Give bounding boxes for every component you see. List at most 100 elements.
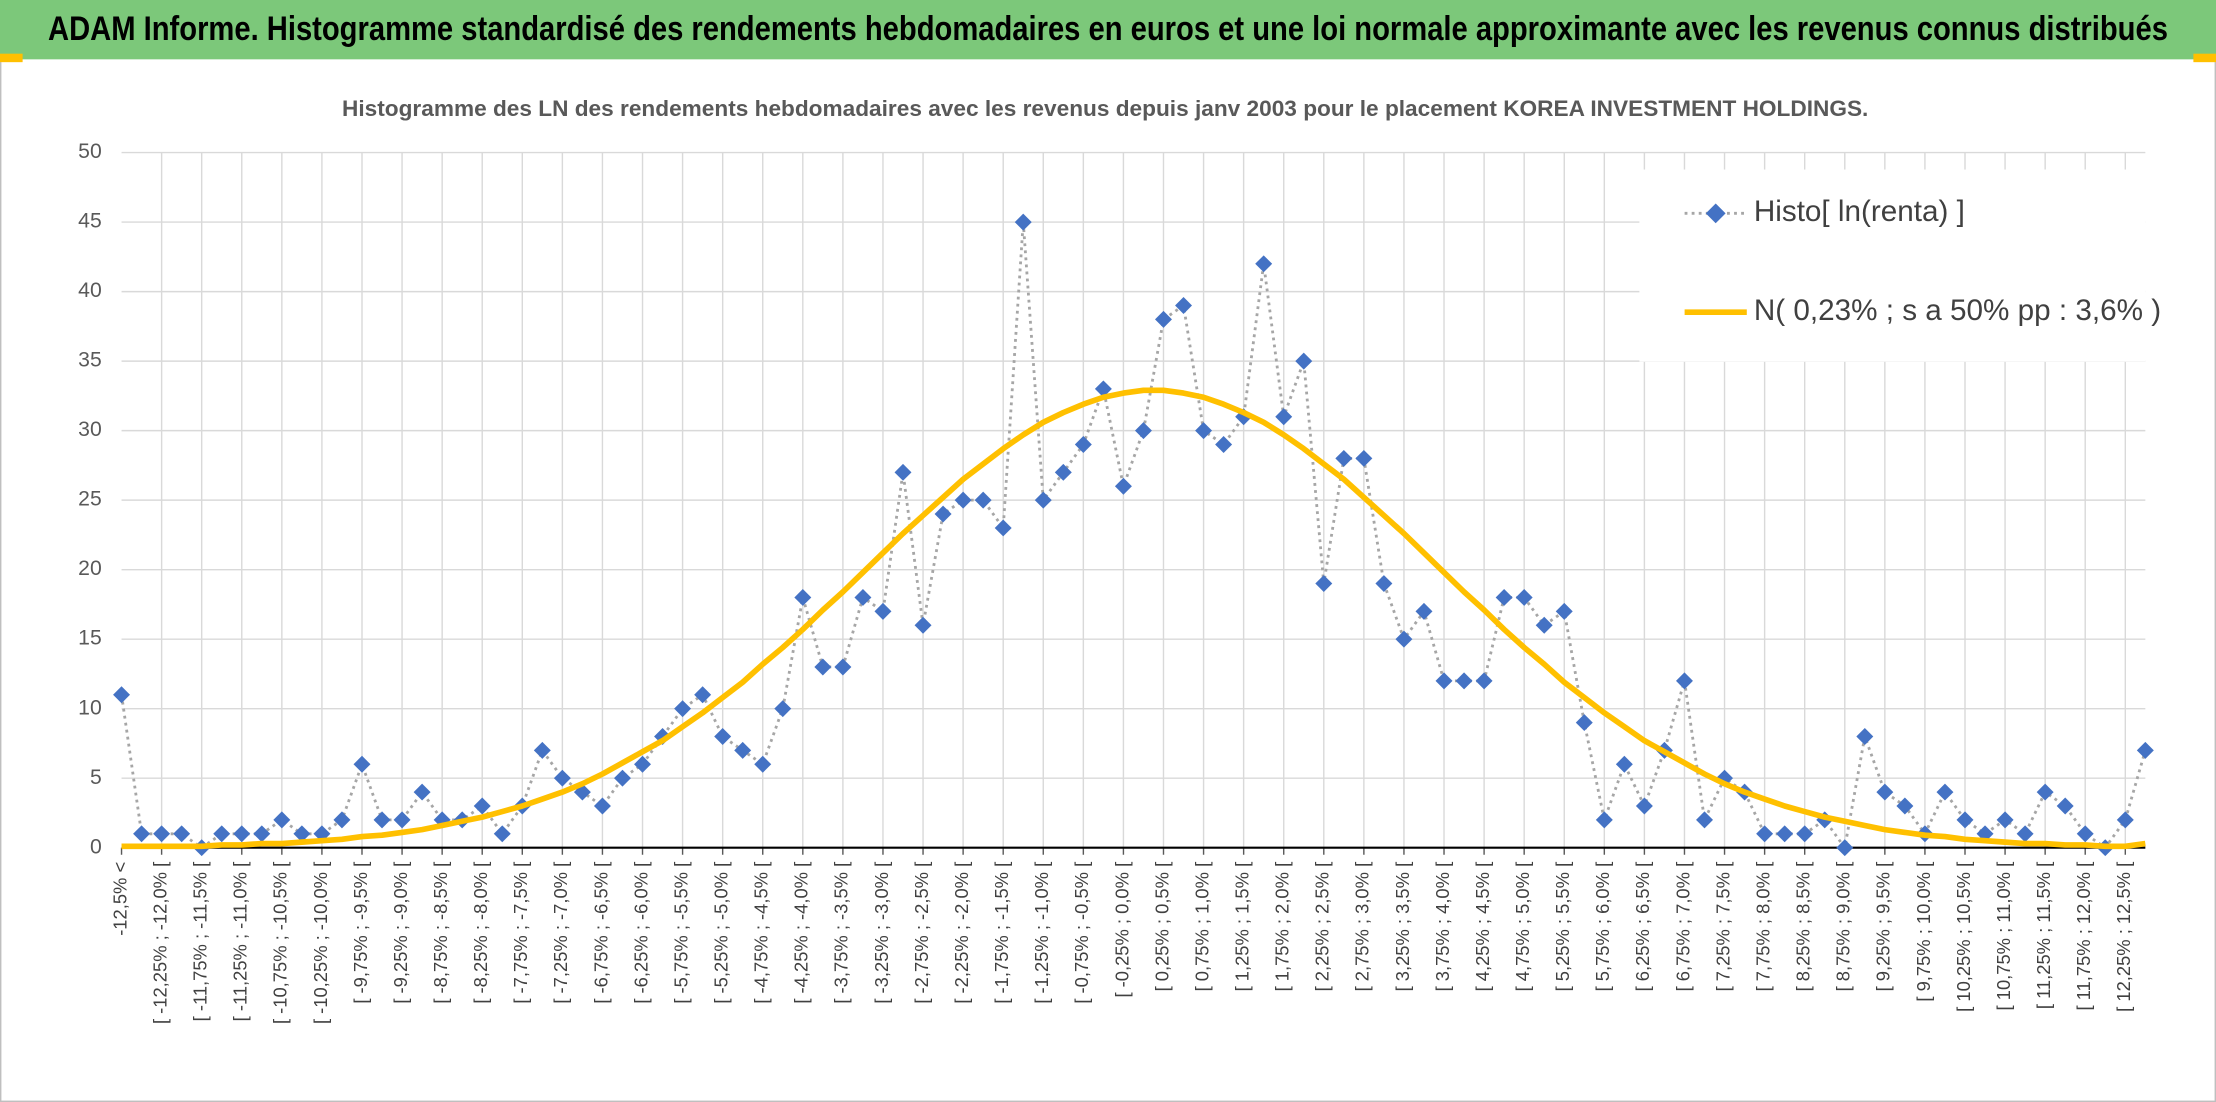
x-tick-label: [ -4,25% ; -4,0% [ bbox=[791, 862, 812, 1004]
data-point bbox=[393, 811, 411, 829]
x-tick-label: [ 12,25% ; 12,5% [ bbox=[2113, 862, 2134, 1012]
data-point bbox=[593, 797, 611, 815]
x-tick-label: [ -5,75% ; -5,5% [ bbox=[670, 862, 691, 1004]
legend-marker bbox=[1705, 203, 1726, 224]
x-tick-label: -12,5% < bbox=[109, 862, 130, 936]
data-point bbox=[1114, 477, 1132, 495]
x-tick-label: [ 1,75% ; 2,0% [ bbox=[1272, 862, 1293, 992]
data-point bbox=[1555, 602, 1573, 620]
data-point bbox=[1635, 797, 1653, 815]
data-point bbox=[233, 825, 251, 843]
y-tick-label: 0 bbox=[90, 835, 102, 858]
legend-label: Histo[ ln(renta) ] bbox=[1754, 195, 1965, 228]
data-point bbox=[674, 700, 692, 718]
data-point bbox=[1034, 491, 1052, 509]
y-tick-label: 20 bbox=[78, 557, 102, 580]
data-point bbox=[1535, 616, 1553, 634]
data-point bbox=[994, 519, 1012, 537]
series-line bbox=[121, 387, 2146, 850]
x-tick-label: [ 8,25% ; 8,5% [ bbox=[1793, 862, 1814, 992]
x-tick-label: [ -6,75% ; -6,5% [ bbox=[590, 862, 611, 1004]
data-point bbox=[874, 602, 892, 620]
data-point bbox=[1675, 672, 1693, 690]
x-tick-label: [ 11,25% ; 11,5% [ bbox=[2033, 862, 2054, 1009]
data-point bbox=[1215, 436, 1233, 454]
y-tick-label: 45 bbox=[78, 210, 102, 233]
corner bbox=[2193, 53, 2216, 63]
data-point bbox=[834, 658, 852, 676]
x-tick-label: [ -0,75% ; -0,5% [ bbox=[1071, 862, 1092, 1004]
data-point bbox=[794, 588, 812, 606]
y-tick-label: 30 bbox=[78, 418, 102, 441]
x-tick-label: [ 10,75% ; 11,0% [ bbox=[1993, 862, 2014, 1011]
x-tick-label: [ 0,75% ; 1,0% [ bbox=[1191, 862, 1212, 992]
x-tick-label: [ 1,25% ; 1,5% [ bbox=[1231, 862, 1252, 992]
data-point bbox=[1074, 436, 1092, 454]
x-tick-label: [ -6,25% ; -6,0% [ bbox=[630, 862, 651, 1004]
data-point bbox=[854, 588, 872, 606]
x-tick-label: [ -3,75% ; -3,5% [ bbox=[831, 862, 852, 1004]
data-point bbox=[1134, 422, 1152, 440]
chart-title: Histogramme des LN des rendements hebdom… bbox=[342, 96, 1868, 121]
x-tick-label: [ -9,75% ; -9,5% [ bbox=[350, 862, 371, 1004]
data-point bbox=[1175, 297, 1193, 314]
data-point bbox=[634, 755, 651, 773]
data-point bbox=[974, 491, 992, 509]
x-tick-label: [ 3,25% ; 3,5% [ bbox=[1392, 862, 1413, 992]
data-point bbox=[493, 825, 511, 843]
data-point bbox=[253, 825, 271, 843]
x-tick-label: [ -7,75% ; -7,5% [ bbox=[510, 862, 531, 1004]
x-tick-label: [ 4,25% ; 4,5% [ bbox=[1472, 862, 1493, 992]
data-point bbox=[1255, 255, 1273, 273]
data-point bbox=[1796, 825, 1814, 843]
x-tick-label: [ 0,25% ; 0,5% [ bbox=[1151, 862, 1172, 992]
data-point bbox=[1595, 811, 1613, 829]
x-tick-label: [ -7,25% ; -7,0% [ bbox=[550, 862, 571, 1004]
x-tick-label: [ -9,25% ; -9,0% [ bbox=[390, 862, 411, 1004]
data-point bbox=[533, 741, 551, 759]
y-tick-label: 25 bbox=[78, 488, 102, 511]
x-tick-label: [ 11,75% ; 12,0% [ bbox=[2073, 862, 2094, 1011]
x-tick-label: [ 3,75% ; 4,0% [ bbox=[1432, 862, 1453, 992]
data-point bbox=[553, 769, 571, 787]
data-point bbox=[1575, 714, 1593, 732]
data-point bbox=[694, 686, 712, 704]
header-title: ADAM Informe. Histogramme standardisé de… bbox=[48, 10, 2168, 48]
x-tick-label: [ 2,25% ; 2,5% [ bbox=[1312, 862, 1333, 992]
x-tick-label: [ -4,75% ; -4,5% [ bbox=[751, 862, 772, 1004]
data-point bbox=[333, 811, 351, 829]
corner bbox=[0, 53, 23, 63]
data-point bbox=[293, 825, 311, 843]
legend-label: N( 0,23% ; s a 50% pp : 3,6% ) bbox=[1754, 294, 2161, 327]
x-tick-label: [ -3,25% ; -3,0% [ bbox=[871, 862, 892, 1004]
x-tick-label: [ 9,25% ; 9,5% [ bbox=[1873, 862, 1894, 992]
data-point bbox=[1475, 672, 1493, 690]
data-point bbox=[1615, 755, 1633, 773]
data-point bbox=[1455, 672, 1473, 690]
data-point bbox=[373, 811, 391, 829]
x-tick-label: [ -1,75% ; -1,5% [ bbox=[991, 862, 1012, 1004]
x-tick-label: [ -2,25% ; -2,0% [ bbox=[951, 862, 972, 1004]
y-tick-label: 5 bbox=[90, 766, 102, 789]
x-tick-label: [ -1,25% ; -1,0% [ bbox=[1031, 862, 1052, 1004]
x-tick-label: [ 5,75% ; 6,0% [ bbox=[1592, 862, 1613, 992]
data-point bbox=[473, 797, 491, 815]
x-tick-label: [ -2,75% ; -2,5% [ bbox=[911, 862, 932, 1004]
data-point bbox=[2016, 825, 2034, 843]
data-point bbox=[173, 825, 191, 843]
x-tick-label: [ 4,75% ; 5,0% [ bbox=[1512, 862, 1533, 992]
y-tick-label: 40 bbox=[78, 279, 102, 302]
x-tick-label: [ 9,75% ; 10,0% [ bbox=[1913, 862, 1934, 1002]
data-point bbox=[1275, 408, 1293, 426]
x-tick-label: [ -12,25% ; -12,0% [ bbox=[149, 862, 170, 1024]
x-tick-label: [ 8,75% ; 9,0% [ bbox=[1833, 862, 1854, 992]
data-point bbox=[413, 783, 431, 801]
x-tick-label: [ 7,75% ; 8,0% [ bbox=[1752, 862, 1773, 992]
data-point bbox=[1195, 422, 1213, 440]
x-tick-label: [ 6,75% ; 7,0% [ bbox=[1672, 862, 1693, 992]
data-point bbox=[353, 755, 371, 773]
data-point bbox=[1956, 811, 1974, 829]
y-tick-label: 35 bbox=[78, 349, 102, 372]
data-point bbox=[273, 811, 291, 829]
